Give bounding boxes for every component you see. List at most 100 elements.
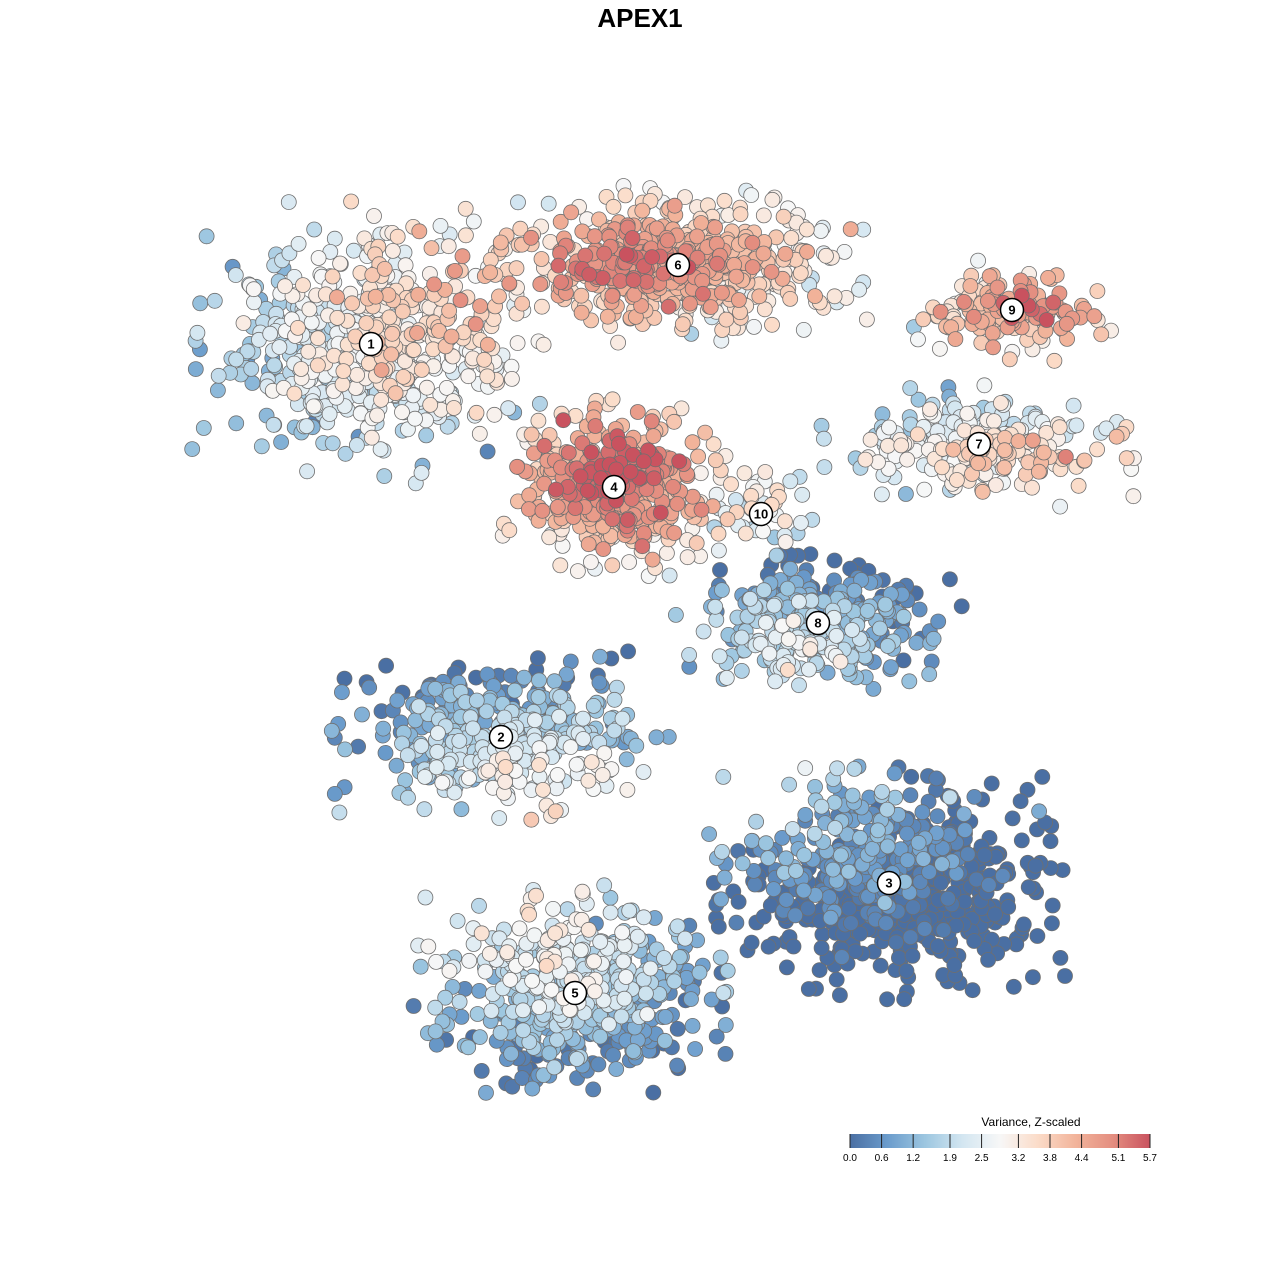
data-point (1057, 968, 1073, 984)
data-point (646, 470, 662, 487)
data-point (461, 770, 477, 786)
data-point (714, 582, 730, 598)
data-point (585, 698, 602, 714)
data-point (1038, 312, 1055, 328)
data-point (300, 343, 317, 360)
data-point (731, 292, 747, 308)
data-point (910, 834, 927, 851)
data-point (756, 582, 772, 599)
data-point (822, 909, 839, 926)
data-point (987, 906, 1003, 923)
data-point (354, 706, 370, 723)
data-point (521, 906, 537, 923)
data-point (1019, 781, 1036, 798)
data-point (745, 863, 762, 879)
data-point (413, 361, 430, 378)
data-point (591, 674, 608, 691)
data-point (763, 263, 780, 280)
data-point (758, 835, 774, 852)
data-point (791, 593, 807, 610)
data-point (523, 229, 539, 246)
data-point (409, 325, 426, 341)
data-point (394, 404, 410, 421)
data-point (707, 219, 723, 236)
data-point (575, 710, 591, 727)
data-point (367, 288, 384, 305)
data-point (679, 549, 696, 566)
data-point (618, 246, 635, 263)
legend-tick-label: 5.7 (1143, 1153, 1157, 1164)
data-point (840, 863, 857, 880)
data-point (479, 368, 496, 385)
data-point (816, 459, 833, 476)
data-point (605, 1047, 621, 1063)
data-point (585, 1081, 602, 1098)
data-point (555, 412, 572, 429)
data-point (902, 380, 919, 397)
data-point (966, 789, 983, 805)
data-point (514, 295, 530, 312)
data-point (521, 487, 538, 504)
data-point (400, 789, 416, 806)
data-point (457, 227, 474, 244)
data-point (604, 511, 621, 528)
data-point (932, 875, 949, 891)
data-point (266, 357, 283, 374)
data-point (661, 567, 678, 584)
data-point (530, 650, 546, 667)
data-point (779, 959, 795, 976)
data-point (636, 525, 652, 542)
data-point (583, 444, 600, 461)
data-point (570, 563, 586, 579)
data-point (348, 437, 365, 454)
data-point (418, 427, 435, 444)
data-point (580, 772, 597, 789)
data-point (851, 281, 867, 298)
data-point (707, 452, 724, 469)
data-point (612, 273, 629, 289)
data-point (883, 659, 899, 675)
data-point (1000, 899, 1017, 915)
data-point (718, 311, 735, 328)
data-point (683, 991, 699, 1007)
data-point (310, 250, 327, 266)
data-point (504, 1078, 521, 1095)
data-point (286, 385, 303, 402)
data-point (792, 265, 809, 282)
data-point (413, 738, 430, 754)
data-point (331, 804, 348, 821)
data-point (980, 292, 996, 309)
data-point (859, 603, 876, 619)
data-point (614, 924, 631, 941)
data-point (299, 463, 316, 480)
data-point (743, 934, 760, 951)
data-point (476, 351, 493, 368)
data-point (852, 925, 868, 942)
data-point (929, 938, 946, 954)
data-point (309, 357, 326, 374)
cluster-label-text: 10 (754, 507, 768, 522)
data-point (767, 673, 783, 690)
data-point (833, 847, 849, 864)
data-point (583, 754, 600, 770)
data-point (684, 434, 701, 451)
data-point (245, 281, 262, 298)
data-point (1086, 308, 1103, 325)
data-point (795, 321, 812, 338)
data-point (412, 958, 429, 975)
data-point (898, 486, 914, 502)
data-point (983, 775, 1000, 792)
data-point (865, 681, 882, 697)
data-point (947, 331, 964, 348)
data-point (595, 541, 612, 557)
data-point (378, 657, 395, 674)
data-point (295, 277, 311, 294)
data-point (965, 308, 982, 325)
data-point (715, 985, 732, 1001)
data-point (447, 262, 463, 279)
data-point (228, 415, 245, 432)
data-point (389, 692, 406, 709)
data-point (619, 512, 636, 528)
data-point (665, 478, 681, 495)
data-point (657, 1032, 673, 1049)
